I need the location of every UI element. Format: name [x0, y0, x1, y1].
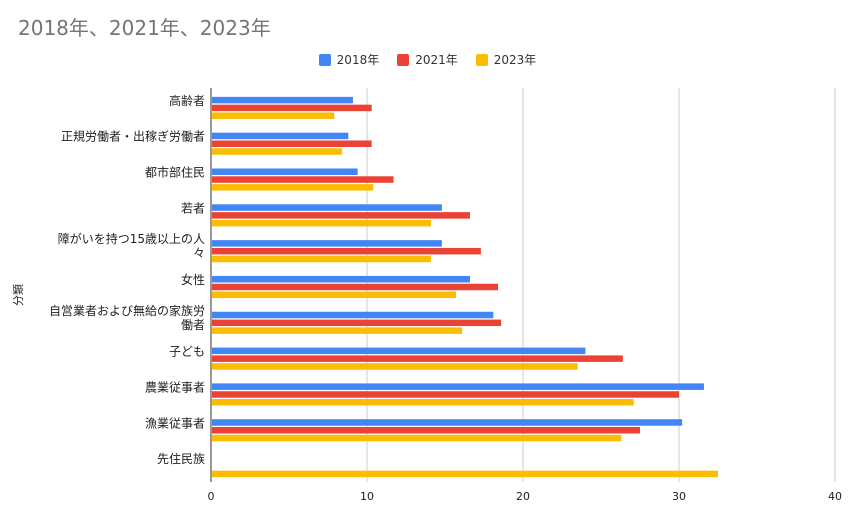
- category-label: 若者: [181, 201, 205, 215]
- category-label: 漁業従事者: [145, 416, 205, 430]
- category-label: 自営業者および無給の家族労働者: [49, 303, 205, 332]
- legend-item-2018[interactable]: 2018年: [318, 51, 380, 68]
- category-labels: 高齢者正規労働者・出稼ぎ労働者都市部住民若者障がいを持つ15歳以上の人々女性自営…: [49, 93, 205, 466]
- category-label-line: 正規労働者・出稼ぎ労働者: [61, 129, 205, 144]
- bar-2018年-6[interactable]: [212, 311, 494, 319]
- bar-2023年-8[interactable]: [212, 399, 634, 406]
- category-label: 先住民族: [157, 452, 205, 466]
- legend-label-2023: 2023年: [493, 53, 537, 67]
- category-label: 子ども: [169, 345, 205, 359]
- legend-item-2021[interactable]: 2021年: [397, 51, 458, 68]
- bar-2018年-1[interactable]: [212, 132, 349, 140]
- tick-labels: 0 10 20 30 40: [208, 490, 843, 503]
- bar-2021年-8[interactable]: [212, 391, 679, 398]
- category-label-line: 子ども: [169, 345, 205, 359]
- bars: [212, 96, 718, 478]
- bar-2023年-5[interactable]: [212, 291, 456, 299]
- category-label-line: 女性: [181, 272, 205, 287]
- bar-2021年-5[interactable]: [212, 283, 499, 291]
- bar-2021年-2[interactable]: [212, 176, 394, 183]
- legend: 2018年 2021年 2023年: [0, 51, 855, 68]
- bar-2023年-7[interactable]: [212, 363, 578, 370]
- bar-2023年-3[interactable]: [212, 219, 431, 227]
- category-label-line: 農業従事者: [145, 380, 205, 394]
- bar-2018年-5[interactable]: [212, 275, 470, 283]
- bar-2023年-2[interactable]: [212, 184, 374, 191]
- bar-2023年-1[interactable]: [212, 148, 343, 155]
- legend-item-2023[interactable]: 2023年: [475, 51, 537, 68]
- category-label-line: 若者: [181, 201, 205, 215]
- bar-2018年-4[interactable]: [212, 240, 442, 247]
- category-label: 都市部住民: [145, 165, 205, 180]
- bar-2021年-1[interactable]: [212, 140, 372, 147]
- x-tick-label: 40: [828, 490, 842, 503]
- category-label-line: 都市部住民: [145, 165, 205, 180]
- category-label: 女性: [181, 272, 205, 287]
- category-label-line: 働者: [181, 318, 205, 332]
- legend-swatch-2018: [318, 53, 331, 66]
- x-tick-label: 20: [516, 490, 530, 503]
- bar-2021年-6[interactable]: [212, 319, 502, 327]
- category-label-line: 障がいを持つ15歳以上の人: [58, 231, 205, 246]
- bar-2018年-7[interactable]: [212, 347, 586, 355]
- category-label-line: 自営業者および無給の家族労: [49, 303, 205, 318]
- legend-swatch-2021: [397, 53, 410, 66]
- bar-2018年-9[interactable]: [212, 419, 683, 426]
- bar-2018年-2[interactable]: [212, 168, 358, 175]
- bar-2021年-9[interactable]: [212, 427, 640, 434]
- bar-2023年-0[interactable]: [212, 112, 335, 119]
- category-label: 障がいを持つ15歳以上の人々: [58, 231, 205, 260]
- category-label-line: 漁業従事者: [145, 416, 205, 430]
- bar-2023年-10[interactable]: [212, 470, 718, 478]
- bar-2018年-3[interactable]: [212, 204, 442, 211]
- bar-2021年-3[interactable]: [212, 212, 470, 219]
- legend-label-2021: 2021年: [415, 53, 458, 67]
- x-tick-label: 30: [672, 490, 686, 503]
- bar-2023年-9[interactable]: [212, 434, 622, 442]
- x-tick-label: 0: [208, 490, 215, 503]
- category-label-line: 高齢者: [169, 93, 205, 108]
- legend-label-2018: 2018年: [336, 53, 380, 67]
- category-label: 正規労働者・出稼ぎ労働者: [61, 129, 205, 144]
- category-label-line: 々: [193, 246, 205, 260]
- bar-2018年-0[interactable]: [212, 96, 353, 104]
- legend-swatch-2023: [475, 53, 488, 66]
- chart-title: 2018年、2021年、2023年: [18, 16, 271, 40]
- bar-2021年-4[interactable]: [212, 247, 481, 255]
- bar-2023年-6[interactable]: [212, 327, 463, 334]
- category-label: 農業従事者: [145, 380, 205, 394]
- bar-2023年-4[interactable]: [212, 255, 431, 263]
- category-label-line: 先住民族: [157, 452, 205, 466]
- bar-2018年-8[interactable]: [212, 383, 704, 390]
- category-label: 高齢者: [169, 93, 205, 108]
- x-tick-label: 10: [360, 490, 374, 503]
- bar-2021年-7[interactable]: [212, 355, 623, 362]
- bar-2021年-0[interactable]: [212, 104, 372, 112]
